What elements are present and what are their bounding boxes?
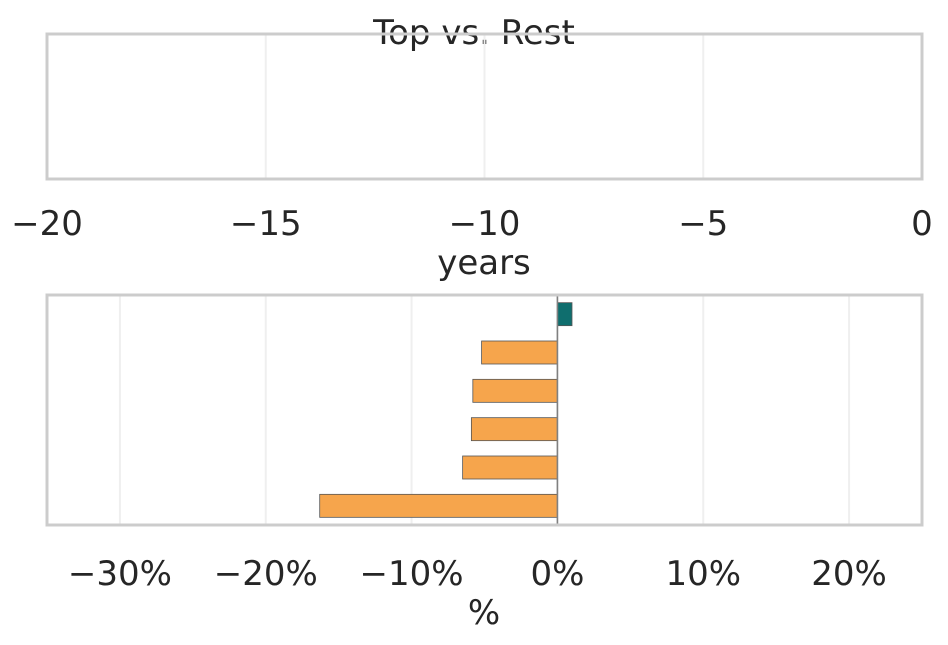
x-tick-label: 0% (530, 554, 584, 594)
x-tick-label: 10% (665, 554, 741, 594)
bar (319, 493, 558, 518)
bottom-x-tick-labels: −30% −20% −10% 0% 10% 20% (68, 554, 887, 594)
bottom-gridlines (118, 295, 851, 525)
bottom-panel: −30% −20% −10% 0% 10% 20% % (45, 293, 924, 633)
top-panel: −20 −15 −10 −5 0 years (11, 32, 933, 283)
bottom-bars (319, 302, 573, 518)
bar (481, 340, 558, 365)
bar (557, 302, 573, 327)
x-tick-label: 0 (911, 204, 933, 244)
x-tick-label: −5 (678, 204, 728, 244)
x-tick-label: 20% (811, 554, 887, 594)
bottom-plot-frame (45, 293, 924, 527)
x-tick-label: −30% (68, 554, 172, 594)
x-tick-label: −10 (449, 204, 521, 244)
x-tick-label: −20% (214, 554, 318, 594)
bar (470, 417, 558, 442)
x-tick-label: −10% (360, 554, 464, 594)
top-x-axis-label: years (437, 243, 531, 283)
x-tick-label: −20 (11, 204, 83, 244)
top-x-tick-labels: −20 −15 −10 −5 0 (11, 204, 933, 244)
bottom-x-axis-label: % (468, 593, 500, 633)
bar (472, 378, 558, 403)
x-tick-label: −15 (230, 204, 302, 244)
bar (462, 455, 558, 480)
top-plot-frame (45, 32, 924, 181)
top-gridlines (264, 34, 705, 179)
